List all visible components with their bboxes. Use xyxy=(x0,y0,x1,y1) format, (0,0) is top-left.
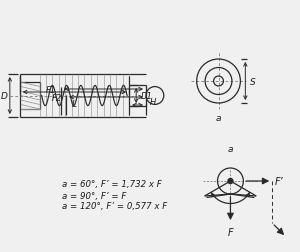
Text: a = 60°, F’ = 1,732 x F: a = 60°, F’ = 1,732 x F xyxy=(61,180,161,189)
Text: D1: D1 xyxy=(141,92,153,101)
Text: D: D xyxy=(0,92,7,101)
Text: a: a xyxy=(228,145,233,154)
Circle shape xyxy=(228,179,233,184)
Text: F2: F2 xyxy=(52,93,62,102)
Text: a = 120°, F’ = 0,577 x F: a = 120°, F’ = 0,577 x F xyxy=(61,202,167,211)
Text: F: F xyxy=(228,227,233,237)
Text: S: S xyxy=(250,77,256,86)
Text: F’: F’ xyxy=(275,176,284,186)
Text: F1: F1 xyxy=(46,85,56,94)
Text: L: L xyxy=(72,100,77,109)
Text: a = 90°, F’ = F: a = 90°, F’ = F xyxy=(61,191,126,200)
Text: H: H xyxy=(150,97,156,106)
Text: a: a xyxy=(216,114,221,122)
